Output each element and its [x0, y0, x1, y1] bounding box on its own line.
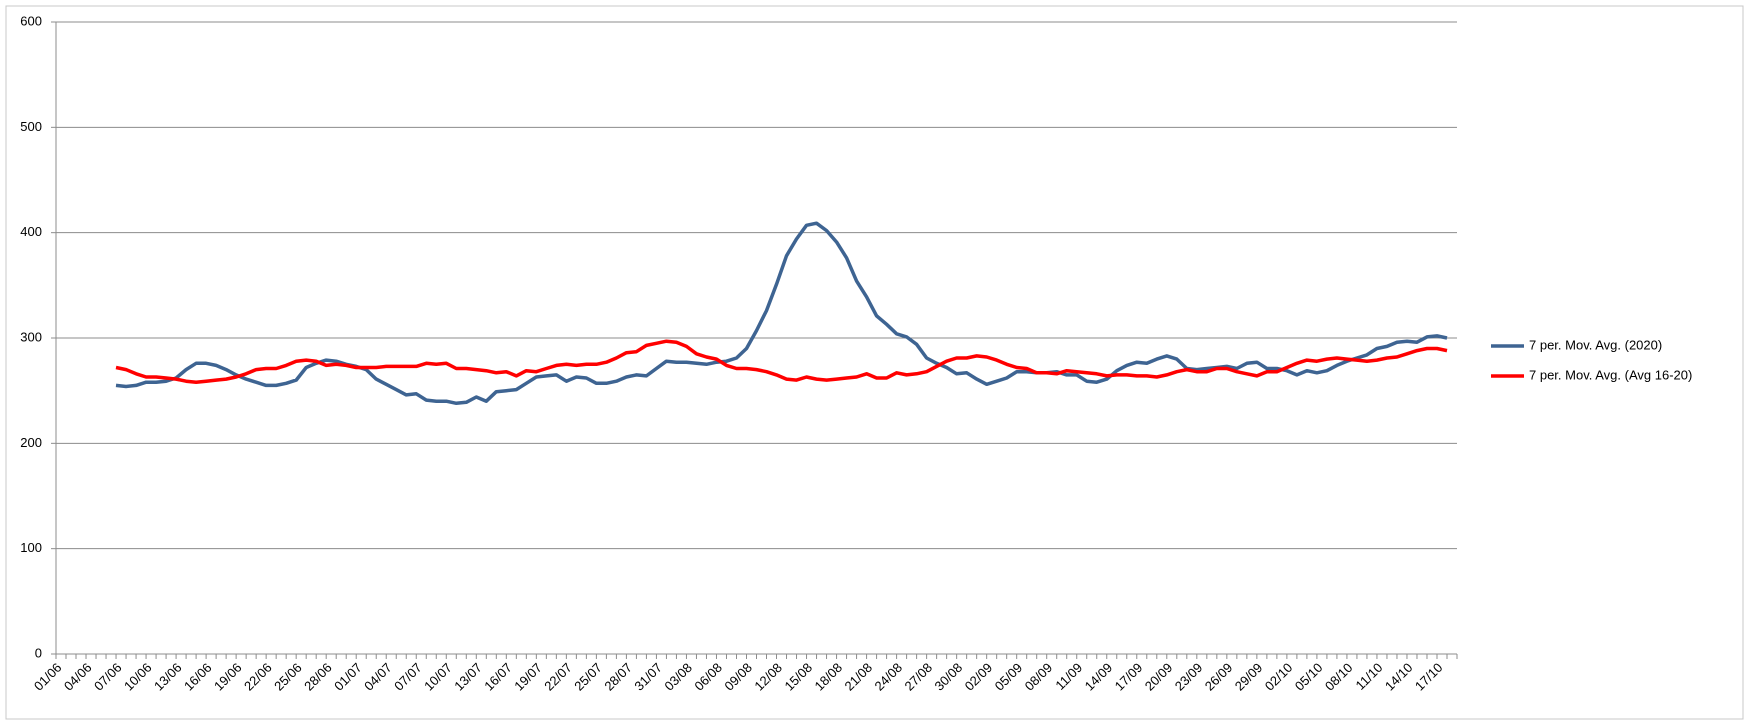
y-tick-label: 400 — [20, 224, 42, 239]
y-tick-label: 500 — [20, 119, 42, 134]
legend-label: 7 per. Mov. Avg. (Avg 16-20) — [1529, 367, 1692, 382]
series-line — [115, 339, 1448, 384]
series-line — [115, 221, 1448, 406]
y-tick-label: 100 — [20, 540, 42, 555]
y-tick-label: 0 — [35, 645, 42, 660]
y-tick-label: 600 — [20, 13, 42, 28]
y-tick-label: 300 — [20, 329, 42, 344]
chart-area — [5, 5, 1744, 720]
y-tick-label: 200 — [20, 435, 42, 450]
legend-label: 7 per. Mov. Avg. (2020) — [1529, 337, 1662, 352]
